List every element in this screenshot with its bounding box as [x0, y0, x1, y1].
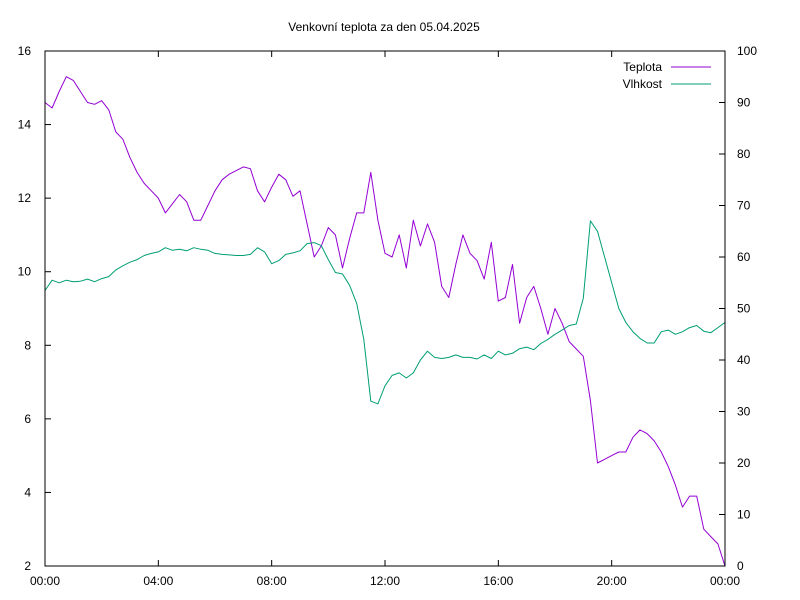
- y-left-axis: 2 4 6 8 10 12 14 16: [18, 44, 51, 573]
- series-line-vlhkost: [44, 220, 726, 405]
- y-right-tick-label: 90: [737, 96, 751, 110]
- legend-label: Vlhkost: [623, 77, 663, 91]
- series-layer: [44, 76, 726, 567]
- x-tick-label: 08:00: [257, 574, 287, 588]
- y-left-tick-label: 6: [24, 412, 31, 426]
- y-right-tick-label: 10: [737, 508, 751, 522]
- y-left-tick-label: 2: [24, 559, 31, 573]
- y-left-tick-label: 12: [18, 191, 32, 205]
- x-axis: 00:00 04:00 08:00 12:00 16:00 20:00 00:00: [30, 51, 740, 588]
- x-tick-label: 04:00: [143, 574, 173, 588]
- y-right-tick-label: 0: [737, 559, 744, 573]
- x-tick-label: 00:00: [30, 574, 60, 588]
- y-left-tick-label: 16: [18, 44, 32, 58]
- x-tick-label: 00:00: [710, 574, 740, 588]
- y-left-tick-label: 10: [18, 265, 32, 279]
- legend-label: Teplota: [623, 60, 662, 74]
- y-left-tick-label: 14: [18, 118, 32, 132]
- y-right-tick-label: 20: [737, 456, 751, 470]
- legend: Teplota Vlhkost: [623, 60, 711, 91]
- chart-title: Venkovní teplota za den 05.04.2025: [288, 20, 480, 34]
- y-right-tick-label: 70: [737, 199, 751, 213]
- y-right-tick-label: 40: [737, 353, 751, 367]
- plot-border: [44, 50, 726, 567]
- x-tick-label: 16:00: [483, 574, 513, 588]
- y-right-axis: 0 10 20 30 40 50 60 70 80 90 100: [719, 44, 757, 573]
- x-tick-label: 20:00: [597, 574, 627, 588]
- y-left-tick-label: 8: [24, 338, 31, 352]
- y-right-tick-label: 100: [737, 44, 757, 58]
- x-tick-label: 12:00: [370, 574, 400, 588]
- y-right-tick-label: 80: [737, 147, 751, 161]
- y-right-tick-label: 30: [737, 405, 751, 419]
- series-line-teplota: [44, 76, 726, 567]
- y-right-tick-label: 60: [737, 250, 751, 264]
- y-left-tick-label: 4: [24, 485, 31, 499]
- y-right-tick-label: 50: [737, 302, 751, 316]
